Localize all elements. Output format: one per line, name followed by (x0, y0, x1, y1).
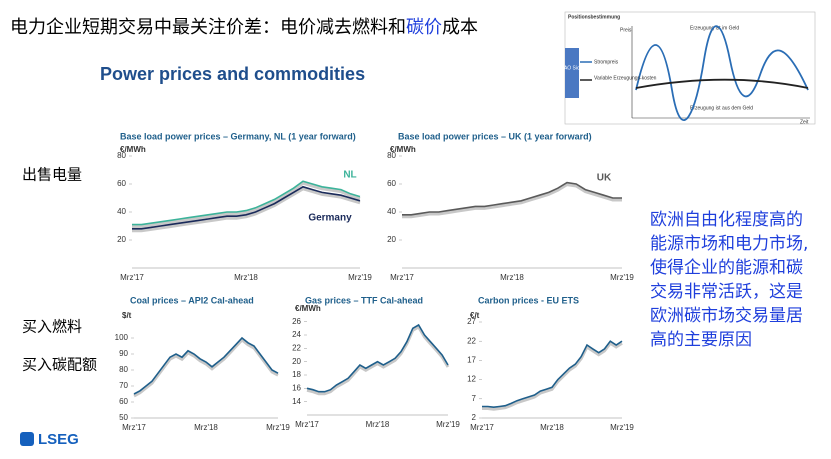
y-tick-label: 14 (292, 397, 301, 406)
y-tick-label: 2 (472, 413, 477, 422)
logo: LSEG (20, 431, 79, 448)
x-tick-label: Mrz'19 (436, 420, 460, 429)
logo-text: LSEG (38, 431, 79, 448)
y-tick-label: 60 (117, 179, 126, 188)
unit-label: $/t (122, 311, 132, 320)
series-shadow (132, 181, 361, 229)
unit-label: €/MWh (295, 304, 321, 313)
x-tick-label: Mrz'19 (610, 273, 634, 282)
slide-title: 电力企业短期交易中最关注价差：电价减去燃料和碳价成本 (10, 17, 478, 38)
diagram-curve (635, 78, 809, 89)
note-line: 交易非常活跃，这是 (650, 282, 803, 302)
y-tick-label: 18 (292, 370, 301, 379)
series-line (482, 340, 623, 409)
side-label: 买入碳配额 (22, 356, 97, 374)
subtitle: Power prices and commodities (100, 64, 365, 84)
series-shadow (306, 324, 450, 396)
y-tick-label: 20 (117, 235, 126, 244)
note-line: 使得企业的能源和碳 (650, 257, 803, 278)
y-tick-label: 7 (472, 394, 477, 403)
y-tick-label: 17 (467, 356, 476, 365)
title-part: 碳价 (406, 17, 442, 38)
series-shadow (482, 341, 623, 411)
y-tick-label: 40 (387, 207, 396, 216)
y-tick-label: 26 (292, 317, 301, 326)
chart-title: Gas prices – TTF Cal-ahead (305, 295, 423, 305)
y-tick-label: 27 (467, 317, 476, 326)
x-tick-label: Mrz'18 (366, 420, 390, 429)
note-line: 能源市场和电力市场, (650, 234, 808, 254)
y-tick-label: 40 (117, 207, 126, 216)
diagram-frame (564, 11, 816, 125)
note-line: 欧洲碳市场交易量居 (650, 306, 803, 326)
y-tick-label: 22 (292, 343, 301, 352)
y-tick-label: 24 (292, 330, 301, 339)
y-tick-label: 22 (467, 336, 476, 345)
y-tick-label: 60 (119, 397, 128, 406)
y-tick-label: 80 (387, 151, 396, 160)
diagram-side-box (565, 48, 579, 98)
series-line (132, 180, 361, 226)
y-tick-label: 16 (292, 383, 301, 392)
unit-label: €/t (470, 311, 480, 320)
chart-title: Coal prices – API2 Cal-ahead (130, 295, 254, 305)
series-line (133, 336, 279, 395)
x-tick-label: Mrz'17 (390, 273, 414, 282)
y-tick-label: 20 (387, 235, 396, 244)
y-tick-label: 80 (117, 151, 126, 160)
series-label: NL (343, 170, 356, 181)
title-part: 电力企业短期交易中最关注价差：电价减去燃料和 (10, 17, 406, 38)
series-label: UK (597, 173, 612, 184)
diagram-legend: Variable Erzeugungs-kosten (594, 75, 657, 81)
y-tick-label: 20 (292, 357, 301, 366)
series-label: Germany (308, 213, 352, 224)
logo-icon (20, 432, 34, 446)
diagram-note: Erzeugung ist aus dem Geld (690, 105, 753, 111)
title-part: 成本 (442, 17, 478, 38)
x-tick-label: Mrz'17 (470, 423, 494, 432)
series-shadow (133, 337, 279, 398)
series-shadow (402, 183, 622, 219)
diagram: Positionsbestimmung CAO Sicht Preis Zeit… (560, 11, 816, 125)
note: 欧洲自由化程度高的 能源市场和电力市场, 使得企业的能源和碳 交易非常活跃，这是… (650, 210, 808, 350)
x-tick-label: Mrz'17 (295, 420, 319, 429)
x-tick-label: Mrz'18 (194, 423, 218, 432)
diagram-note: Erzeugung ist im Geld (690, 25, 739, 31)
side-label: 买入燃料 (22, 318, 82, 336)
chart-title: Base load power prices – UK (1 year forw… (398, 131, 592, 141)
x-tick-label: Mrz'18 (234, 273, 258, 282)
side-label: 出售电量 (22, 166, 82, 184)
unit-label: €/MWh (390, 145, 416, 154)
y-tick-label: 12 (467, 375, 476, 384)
diagram-side: CAO Sicht (560, 65, 584, 71)
unit-label: €/MWh (120, 145, 146, 154)
diagram-curve (635, 25, 809, 121)
series-line (402, 181, 622, 216)
diagram-x-label: Zeit (800, 119, 809, 125)
note-line: 高的主要原因 (650, 330, 752, 350)
chart-title: Base load power prices – Germany, NL (1 … (120, 131, 356, 141)
x-tick-label: Mrz'18 (540, 423, 564, 432)
y-tick-label: 50 (119, 413, 128, 422)
series-shadow (132, 187, 361, 233)
y-tick-label: 70 (119, 381, 128, 390)
y-tick-label: 100 (115, 333, 129, 342)
x-tick-label: Mrz'19 (266, 423, 290, 432)
y-tick-label: 90 (119, 349, 128, 358)
diagram-legend: Strompreis (594, 59, 619, 65)
series-line (132, 185, 361, 230)
x-tick-label: Mrz'17 (122, 423, 146, 432)
x-tick-label: Mrz'17 (120, 273, 144, 282)
x-tick-label: Mrz'19 (348, 273, 372, 282)
y-tick-label: 80 (119, 365, 128, 374)
x-tick-label: Mrz'19 (610, 423, 634, 432)
x-tick-label: Mrz'18 (500, 273, 524, 282)
diagram-y-label: Preis (620, 27, 632, 33)
series-line (306, 323, 449, 393)
y-tick-label: 60 (387, 179, 396, 188)
note-line: 欧洲自由化程度高的 (650, 210, 803, 230)
chart-title: Carbon prices - EU ETS (478, 295, 579, 305)
diagram-title: Positionsbestimmung (568, 14, 620, 20)
